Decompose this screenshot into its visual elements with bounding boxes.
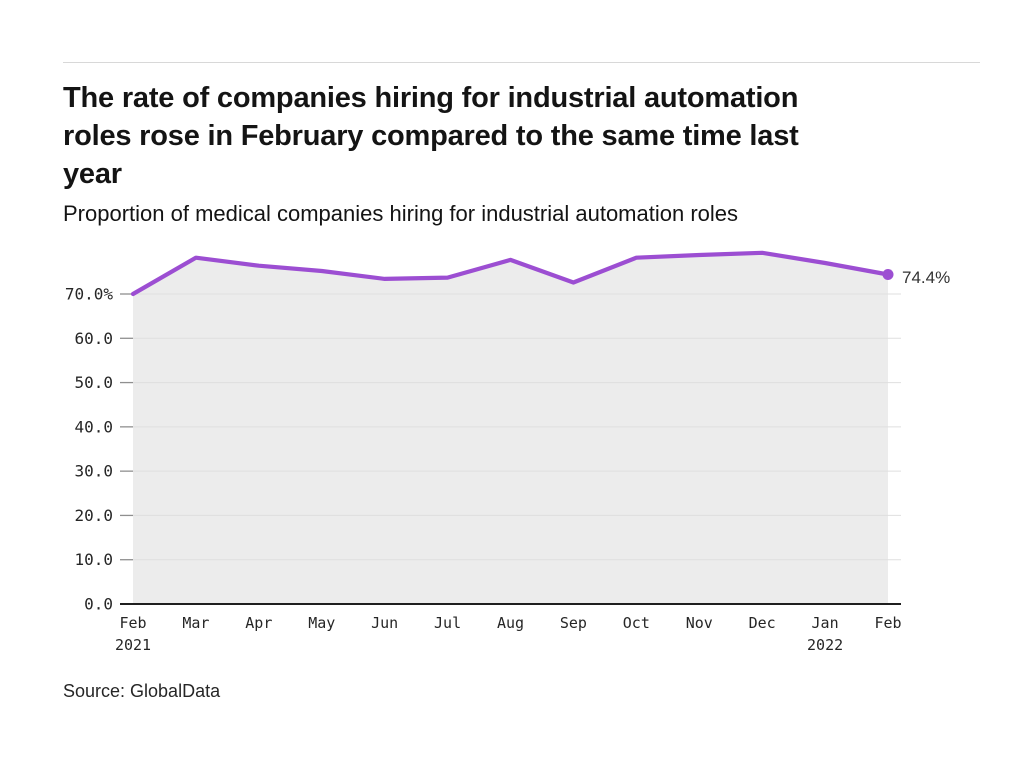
chart-title-line: year (63, 158, 122, 190)
end-value-label: 74.4% (902, 268, 950, 287)
data-line (130, 250, 891, 297)
x-tick-label: Jul (434, 614, 461, 632)
y-tick-label: 40.0 (74, 417, 113, 436)
chart-title-line: roles rose in February compared to the s… (63, 120, 799, 152)
y-tick-label: 50.0 (74, 373, 113, 392)
chart-area-fill (133, 252, 888, 605)
chart-subtitle: Proportion of medical companies hiring f… (63, 201, 739, 226)
x-tick-label: Mar (182, 614, 209, 632)
top-divider (63, 62, 980, 63)
y-tick-label: 60.0 (74, 329, 113, 348)
y-tick-label: 10.0 (74, 550, 113, 569)
x-tick-label: Jun (371, 614, 398, 632)
chart-title: The rate of companies hiring for industr… (63, 79, 993, 193)
x-tick-label: Dec (749, 614, 776, 632)
x-tick-label: Jan (812, 614, 839, 632)
x-tick-label: Oct (623, 614, 650, 632)
x-tick-label: May (308, 614, 335, 632)
x-tick-label: Nov (686, 614, 713, 632)
y-tick-label: 20.0 (74, 506, 113, 525)
chart-title-line: The rate of companies hiring for industr… (63, 82, 799, 114)
y-tick-label: 30.0 (74, 462, 113, 481)
y-tick-label: 70.0% (65, 285, 114, 304)
x-tick-year: 2022 (807, 636, 843, 654)
source-label: Source: GlobalData (63, 681, 221, 701)
x-tick-label: Feb (874, 614, 901, 632)
x-tick-label: Aug (497, 614, 524, 632)
x-tick-label: Apr (245, 614, 272, 632)
x-tick-label: Sep (560, 614, 587, 632)
x-tick-label: Feb (119, 614, 146, 632)
x-tick-year: 2021 (115, 636, 151, 654)
end-point-dot (882, 269, 894, 281)
y-tick-label: 0.0 (84, 595, 113, 614)
